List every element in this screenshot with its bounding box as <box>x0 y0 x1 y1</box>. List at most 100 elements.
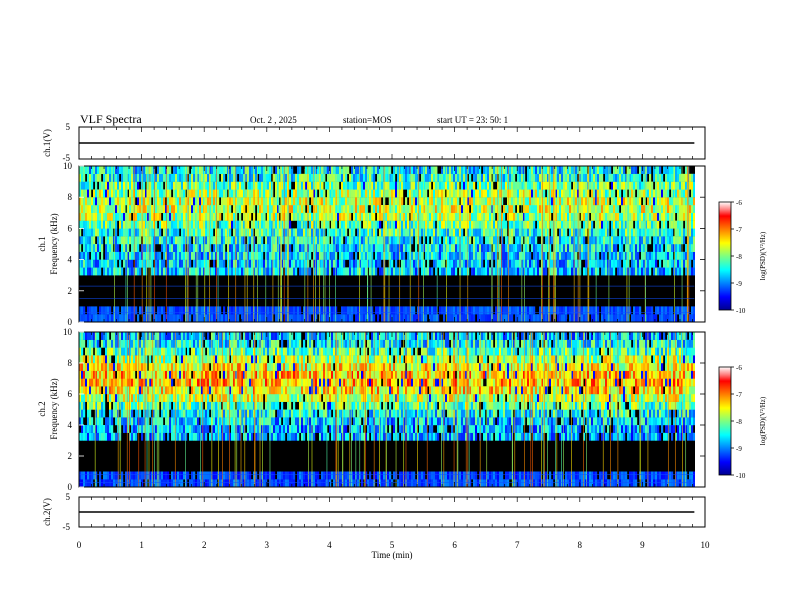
spectrogram-cell <box>435 251 438 260</box>
spectrogram-cell <box>365 267 368 276</box>
spectrogram-cell <box>81 197 84 206</box>
spectrogram-cell <box>119 267 122 276</box>
spectrogram-cell <box>633 197 636 206</box>
spectrogram-cell <box>255 181 258 190</box>
spectrogram-cell <box>493 189 496 198</box>
spectrogram-cell <box>189 205 192 213</box>
spectrogram-cell <box>209 189 212 198</box>
spectrogram-cell <box>233 205 236 213</box>
spectrogram-cell <box>479 197 482 206</box>
spectrogram-cell <box>507 259 510 268</box>
spectrogram-cell <box>365 166 368 174</box>
spectrogram-cell <box>581 251 584 260</box>
spectrogram-cell <box>415 212 418 221</box>
spectrogram-cell <box>591 251 594 260</box>
spectrogram-cell <box>441 267 444 276</box>
spectrogram-cell <box>637 314 640 323</box>
spectrogram-cell <box>249 166 252 174</box>
spectrogram-cell <box>127 197 130 206</box>
spectrogram-cell <box>157 267 160 276</box>
spectrogram-cell <box>675 244 678 252</box>
spectrogram-cell <box>533 197 536 206</box>
spectrogram-cell <box>399 173 402 182</box>
spectrogram-cell <box>393 267 396 276</box>
spectrogram-cell <box>391 251 394 260</box>
spectrogram-cell <box>257 251 260 260</box>
spectrogram-cell <box>167 244 170 252</box>
spectrogram-cell <box>557 212 560 221</box>
spectrogram-cell <box>119 212 122 221</box>
spectrogram-cell <box>449 314 452 323</box>
spectrogram-cell <box>375 267 378 276</box>
spectrogram-cell <box>661 228 664 237</box>
spectrogram-cell <box>89 244 92 252</box>
spectrogram-cell <box>655 220 658 229</box>
spectrogram-cell <box>623 205 626 213</box>
spectrogram-cell <box>567 166 570 174</box>
spectrogram-cell <box>533 166 536 174</box>
spectrogram-cell <box>233 197 236 206</box>
spectrogram-cell <box>613 181 616 190</box>
spectrogram-cell <box>105 197 108 206</box>
spectrogram-cell <box>91 401 94 410</box>
spectrogram-cell <box>549 259 552 268</box>
spectrogram-cell <box>503 212 506 221</box>
spectrogram-cell <box>505 236 508 245</box>
spectrogram-cell <box>617 314 620 323</box>
spectrogram-cell <box>311 259 314 268</box>
spectrogram-cell <box>427 197 430 206</box>
spectrogram-cell <box>453 220 456 229</box>
spectrogram-cell <box>313 181 316 190</box>
spectrogram-cell <box>339 166 342 174</box>
spectrogram-cell <box>271 189 274 198</box>
spectrogram-cell <box>293 212 296 221</box>
spectrogram-cell <box>421 251 424 260</box>
spectrogram-cell <box>665 205 668 213</box>
spectrogram-cell <box>97 267 100 276</box>
spectrogram-cell <box>611 205 614 213</box>
spectrogram-cell <box>605 228 608 237</box>
spectrogram-cell <box>373 189 376 198</box>
spectrogram-cell <box>613 267 616 276</box>
spectrogram-cell <box>627 166 630 174</box>
spectrogram-cell <box>429 306 432 315</box>
spectrogram-cell <box>139 228 142 237</box>
spectrogram-cell <box>329 197 332 206</box>
spectrogram-cell <box>373 205 376 213</box>
spectrogram-cell <box>83 432 86 441</box>
spectrogram-cell <box>339 220 342 229</box>
spectrogram-cell <box>275 251 278 260</box>
spectrogram-cell <box>89 432 92 441</box>
spectrogram-cell <box>517 259 520 268</box>
spectrogram-cell <box>85 363 88 371</box>
spectrogram-cell <box>223 236 226 245</box>
spectrogram-cell <box>631 314 634 323</box>
ch1-waveform-ticks <box>78 127 706 159</box>
spectrogram-cell <box>557 259 560 268</box>
spectrogram-cell <box>317 166 320 174</box>
spectrogram-cell <box>463 259 466 268</box>
spectrogram-cell <box>519 181 522 190</box>
spectrogram-cell <box>623 212 626 221</box>
spectrogram-cell <box>679 181 682 190</box>
spectrogram-cell <box>593 244 596 252</box>
spectrogram-cell <box>219 228 222 237</box>
spectrogram-cell <box>293 205 296 213</box>
spectrogram-cell <box>295 267 298 276</box>
spectrogram-cell <box>233 267 236 276</box>
spectrogram-cell <box>431 306 434 315</box>
spectrogram-cell <box>475 244 478 252</box>
spectrogram-cell <box>571 205 574 213</box>
spectrogram-cell <box>597 244 600 252</box>
spectrogram-cell <box>553 205 556 213</box>
spectrogram-cell <box>617 220 620 229</box>
spectrogram-cell <box>631 244 634 252</box>
spectrogram-cell <box>225 251 228 260</box>
spectrogram-cell <box>599 181 602 190</box>
spectrogram-cell <box>273 259 276 268</box>
spectrogram-cell <box>525 244 528 252</box>
spectrogram-cell <box>335 267 338 276</box>
spectrogram-cell <box>367 251 370 260</box>
spectrogram-cell <box>271 181 274 190</box>
spectrogram-cell <box>561 181 564 190</box>
